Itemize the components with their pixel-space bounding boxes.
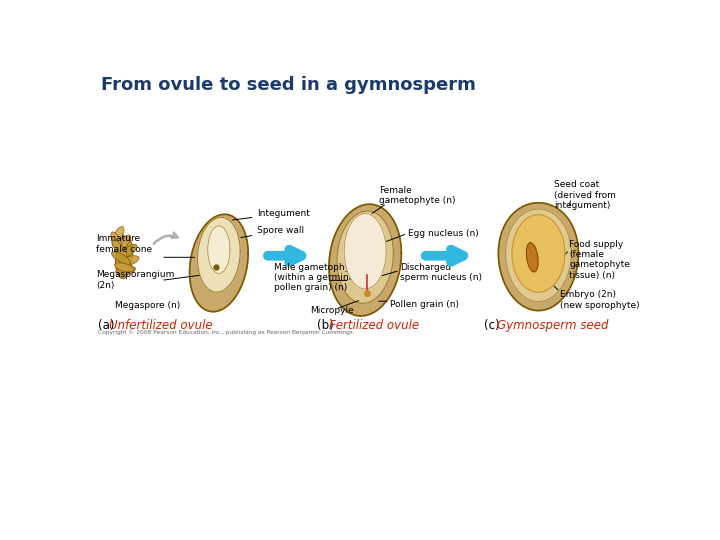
Polygon shape (498, 203, 578, 310)
Ellipse shape (114, 263, 134, 272)
Polygon shape (512, 214, 564, 292)
Ellipse shape (112, 252, 130, 265)
Text: Embryo (2n)
(new sporophyte): Embryo (2n) (new sporophyte) (560, 291, 639, 310)
Ellipse shape (115, 236, 132, 279)
Text: From ovule to seed in a gymnosperm: From ovule to seed in a gymnosperm (101, 76, 476, 94)
Ellipse shape (112, 227, 124, 246)
Ellipse shape (117, 245, 137, 259)
Polygon shape (505, 209, 571, 302)
Text: Egg nucleus (n): Egg nucleus (n) (408, 229, 478, 238)
Polygon shape (337, 211, 393, 303)
Text: Micropyle: Micropyle (310, 306, 354, 315)
Ellipse shape (111, 232, 122, 251)
Text: (c): (c) (485, 319, 504, 332)
Text: Discharged
sperm nucleus (n): Discharged sperm nucleus (n) (400, 262, 482, 282)
Text: Fertilized ovule: Fertilized ovule (329, 319, 419, 332)
Polygon shape (189, 214, 248, 312)
Ellipse shape (112, 240, 127, 258)
Text: Gymnosperm seed: Gymnosperm seed (497, 319, 608, 332)
Polygon shape (197, 218, 240, 292)
Text: Megasporangium
(2n): Megasporangium (2n) (96, 271, 175, 290)
Polygon shape (329, 204, 401, 316)
Text: Integument: Integument (233, 209, 310, 220)
Text: Pollen grain (n): Pollen grain (n) (390, 300, 459, 309)
Ellipse shape (526, 242, 538, 272)
Ellipse shape (116, 266, 135, 275)
Ellipse shape (114, 235, 131, 253)
Text: Male gametophyte
(within a germinated
pollen grain) (n): Male gametophyte (within a germinated po… (274, 262, 369, 293)
Ellipse shape (119, 256, 139, 267)
Text: Seed coat
(derived from
integument): Seed coat (derived from integument) (554, 180, 616, 210)
Text: Immature
female cone: Immature female cone (96, 234, 153, 254)
Text: Copyright © 2008 Pearson Education, Inc., publishing as Pearson Benjamin Cumming: Copyright © 2008 Pearson Education, Inc.… (98, 330, 353, 335)
Text: Female
gametophyte (n): Female gametophyte (n) (379, 186, 456, 205)
Text: (b): (b) (317, 319, 337, 332)
Polygon shape (208, 226, 230, 273)
Text: Food supply
(female
gametophyte
tissue) (n): Food supply (female gametophyte tissue) … (570, 240, 630, 280)
Text: Spore wall: Spore wall (240, 226, 305, 238)
Text: (a): (a) (98, 319, 118, 332)
Text: Unfertilized ovule: Unfertilized ovule (109, 319, 212, 332)
Polygon shape (344, 213, 386, 289)
Text: Megaspore (n): Megaspore (n) (115, 301, 180, 310)
